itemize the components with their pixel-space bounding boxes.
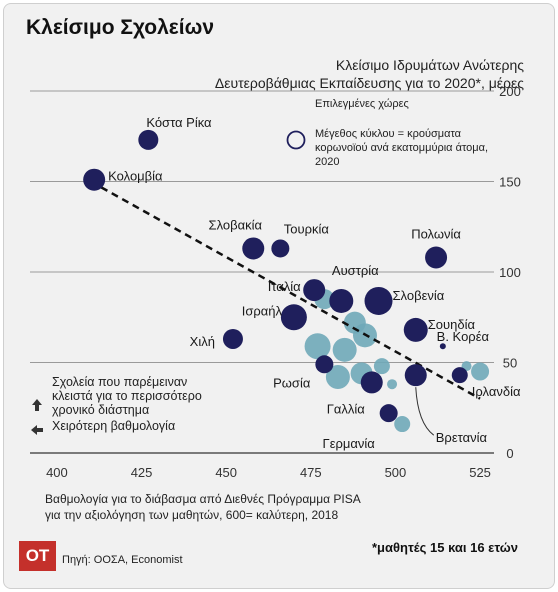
point-label: Β. Κορέα: [437, 329, 490, 344]
x-tick-label: 450: [215, 465, 237, 480]
x-tick-label: 525: [469, 465, 491, 480]
point-selected: [360, 371, 383, 394]
brand-logo: ΟΤ: [19, 541, 56, 571]
side-note-closed-schools: Σχολεία που παρέμειναν κλειστά για το πε…: [52, 375, 202, 417]
point-label: Χιλή: [190, 334, 215, 349]
arrow-up-icon: [32, 399, 42, 411]
size-legend-circle: [286, 130, 306, 150]
x-tick-label: 400: [46, 465, 68, 480]
point-selected: [83, 168, 106, 191]
legend-title: Επιλεγμένες χώρες: [315, 98, 409, 110]
point-label: Κόστα Ρίκα: [146, 115, 212, 130]
side-note-line-1: Σχολεία που παρέμειναν: [52, 375, 188, 389]
point-label: Γερμανία: [323, 436, 376, 451]
point-label: Ισραήλ: [242, 303, 283, 318]
point-label: Κολομβία: [108, 169, 163, 184]
x-tick-label: 500: [385, 465, 407, 480]
point-selected: [315, 355, 334, 374]
chart-subtitle: Κλείσιμο Ιδρυμάτων Ανώτερης Δευτεροβάθμι…: [215, 56, 524, 92]
point-selected: [404, 364, 427, 387]
side-note-line-3: χρονικό διάστημα: [52, 403, 150, 417]
size-legend-text: Μέγεθος κύκλου = κρούσματα κορωνοϊού ανά…: [315, 128, 489, 168]
point-selected: [280, 304, 307, 331]
point-selected: [329, 288, 354, 313]
point-selected: [138, 129, 159, 150]
point-label: Τουρκία: [284, 221, 330, 236]
point-label: Ιταλία: [268, 279, 301, 294]
point-selected: [364, 286, 393, 315]
source-note: Πηγή: ΟΟΣΑ, Economist: [62, 554, 183, 566]
side-note-worse-score: Χειρότερη βαθμολογία: [52, 419, 176, 433]
x-tick-label: 425: [131, 465, 153, 480]
y-tick-label: 200: [499, 84, 521, 99]
footnote: *μαθητές 15 και 16 ετών: [371, 540, 518, 555]
point-label: Σλοβενία: [393, 288, 445, 303]
side-note-line-2: κλειστά για το περισσότερο: [52, 389, 202, 403]
point-selected: [425, 246, 448, 269]
point-label: Γαλλία: [327, 401, 366, 416]
point-label: Ιρλανδία: [472, 384, 521, 399]
point-label: Σουηδία: [428, 317, 476, 332]
leader-line: [415, 387, 435, 436]
point-other: [304, 333, 331, 360]
point-other: [325, 364, 350, 389]
point-label: Αυστρία: [332, 263, 379, 278]
y-tick-label: 0: [506, 446, 513, 461]
y-tick-label: 50: [503, 356, 517, 371]
subtitle-line-1: Κλείσιμο Ιδρυμάτων Ανώτερης: [335, 57, 524, 73]
x-axis-label: Βαθμολογία για το διάβασμα από Διεθνές Π…: [45, 491, 361, 523]
point-selected: [242, 237, 265, 260]
y-tick-label: 100: [499, 265, 521, 280]
point-other: [387, 379, 398, 390]
point-selected: [222, 328, 243, 349]
point-selected: [451, 367, 468, 384]
point-label: Βρετανία: [436, 430, 488, 445]
chart-title: Κλείσιμο Σχολείων: [26, 16, 215, 39]
point-label: Ρωσία: [273, 375, 311, 390]
point-selected: [271, 239, 290, 258]
point-other: [332, 337, 357, 362]
subtitle-line-2: Δευτεροβάθμιας Εκπαίδευσης για το 2020*,…: [214, 75, 524, 91]
trendline: [90, 180, 481, 400]
point-other: [394, 416, 411, 433]
point-selected: [303, 279, 326, 302]
x-axis-label-line-2: για την αξιολόγηση των μαθητών, 600= καλ…: [45, 508, 339, 522]
point-selected: [403, 317, 428, 342]
point-label: Πολωνία: [411, 227, 461, 242]
point-selected: [439, 343, 446, 350]
x-tick-label: 475: [300, 465, 322, 480]
arrow-left-icon: [31, 425, 43, 435]
chart-card: Κλείσιμο Σχολείων Κλείσιμο Ιδρυμάτων Ανώ…: [3, 3, 555, 589]
point-label: Σλοβακία: [209, 217, 263, 232]
y-tick-label: 150: [499, 175, 521, 190]
x-axis-label-line-1: Βαθμολογία για το διάβασμα από Διεθνές Π…: [45, 492, 361, 506]
point-other: [471, 362, 490, 381]
point-other: [373, 358, 390, 375]
point-selected: [379, 404, 398, 423]
